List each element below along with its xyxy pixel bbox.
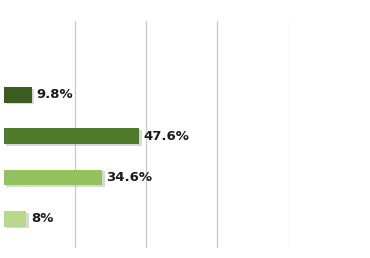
Bar (6, 171, 105, 187)
Bar (4, 211, 27, 227)
Bar (4, 170, 102, 185)
Bar (6, 213, 29, 228)
Text: 8%: 8% (31, 212, 53, 225)
Bar (6, 130, 142, 146)
Bar (6, 89, 34, 104)
Bar (4, 87, 31, 103)
Bar (4, 128, 139, 144)
Text: 47.6%: 47.6% (144, 130, 189, 143)
Text: 9.8%: 9.8% (36, 88, 73, 101)
Text: 34.6%: 34.6% (107, 171, 152, 184)
